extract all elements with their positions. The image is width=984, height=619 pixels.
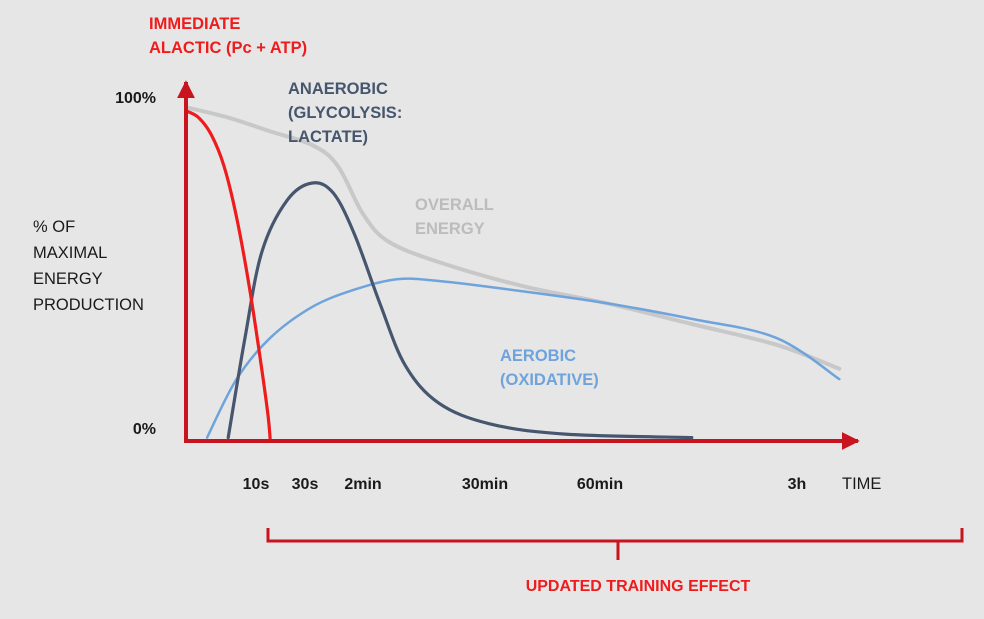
- x-tick-label: 3h: [788, 476, 807, 493]
- x-tick-label: 30s: [292, 476, 319, 493]
- series-label-line: OVERALL: [415, 196, 494, 214]
- series-label-line: LACTATE): [288, 128, 368, 146]
- series-label-line: ANAEROBIC: [288, 80, 388, 98]
- training-effect-bracket: [266, 528, 964, 560]
- series-line-overall: [184, 105, 842, 371]
- ticks-layer: 100% 0% 10s 30s 2min 30min 60min 3h TIME: [115, 90, 881, 493]
- x-axis-title: TIME: [842, 475, 881, 493]
- series-label-line: (OXIDATIVE): [500, 371, 599, 389]
- y-axis-title-line: % OF: [33, 218, 75, 236]
- series-line-anaerobic: [226, 181, 694, 440]
- series-line-aerobic: [205, 277, 841, 439]
- y-axis-title: % OF MAXIMAL ENERGY PRODUCTION: [33, 218, 144, 314]
- x-tick-label: 30min: [462, 476, 508, 493]
- series-layer: [184, 105, 842, 443]
- x-tick-label: 10s: [243, 476, 270, 493]
- series-label-anaerobic: ANAEROBIC (GLYCOLYSIS: LACTATE): [288, 80, 402, 146]
- y-tick-label: 100%: [115, 90, 156, 107]
- series-label-alactic: IMMEDIATE ALACTIC (Pc + ATP): [149, 15, 307, 57]
- series-label-line: ALACTIC (Pc + ATP): [149, 39, 307, 57]
- series-label-line: IMMEDIATE: [149, 15, 240, 33]
- x-tick-label: 60min: [577, 476, 623, 493]
- y-axis-title-line: MAXIMAL: [33, 244, 107, 262]
- series-label-line: (GLYCOLYSIS:: [288, 104, 402, 122]
- series-label-overall: OVERALL ENERGY: [415, 196, 494, 238]
- series-label-line: ENERGY: [415, 220, 485, 238]
- series-label-line: AEROBIC: [500, 347, 576, 365]
- series-line-alactic: [184, 109, 272, 443]
- labels-layer: IMMEDIATE ALACTIC (Pc + ATP) ANAEROBIC (GLY…: [33, 15, 599, 389]
- series-label-aerobic: AEROBIC (OXIDATIVE): [500, 347, 599, 389]
- y-axis-title-line: PRODUCTION: [33, 296, 144, 314]
- y-tick-label: 0%: [133, 421, 156, 438]
- y-axis-title-line: ENERGY: [33, 270, 103, 288]
- x-tick-label: 2min: [344, 476, 381, 493]
- bracket-label: UPDATED TRAINING EFFECT: [526, 578, 751, 595]
